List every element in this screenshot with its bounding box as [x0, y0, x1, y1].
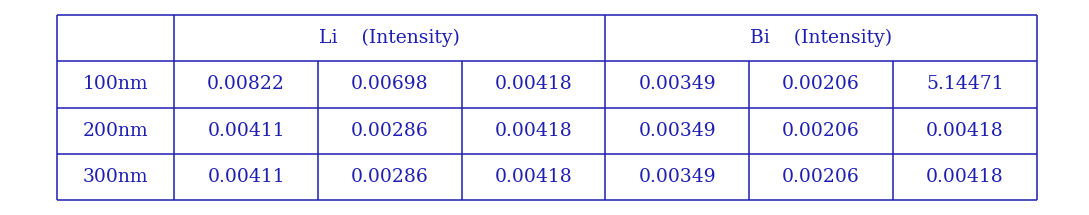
Text: 0.00418: 0.00418: [494, 75, 573, 93]
Text: 0.00206: 0.00206: [782, 168, 860, 186]
Text: 0.00822: 0.00822: [207, 75, 285, 93]
Text: 0.00206: 0.00206: [782, 122, 860, 140]
Text: 0.00349: 0.00349: [638, 168, 717, 186]
Text: 0.00418: 0.00418: [494, 122, 573, 140]
Text: 0.00349: 0.00349: [638, 75, 717, 93]
Text: 300nm: 300nm: [83, 168, 148, 186]
Text: 0.00411: 0.00411: [207, 122, 285, 140]
Text: 0.00698: 0.00698: [351, 75, 429, 93]
Text: Bi    (Intensity): Bi (Intensity): [750, 29, 892, 47]
Text: 0.00418: 0.00418: [494, 168, 573, 186]
Text: 0.00418: 0.00418: [926, 168, 1004, 186]
Text: Li    (Intensity): Li (Intensity): [319, 29, 461, 47]
Text: 0.00286: 0.00286: [351, 122, 429, 140]
Text: 5.14471: 5.14471: [926, 75, 1004, 93]
Text: 0.00411: 0.00411: [207, 168, 285, 186]
Text: 100nm: 100nm: [83, 75, 148, 93]
Text: 0.00206: 0.00206: [782, 75, 860, 93]
Text: 0.00349: 0.00349: [638, 122, 717, 140]
Text: 0.00286: 0.00286: [351, 168, 429, 186]
Text: 0.00418: 0.00418: [926, 122, 1004, 140]
Text: 200nm: 200nm: [83, 122, 148, 140]
